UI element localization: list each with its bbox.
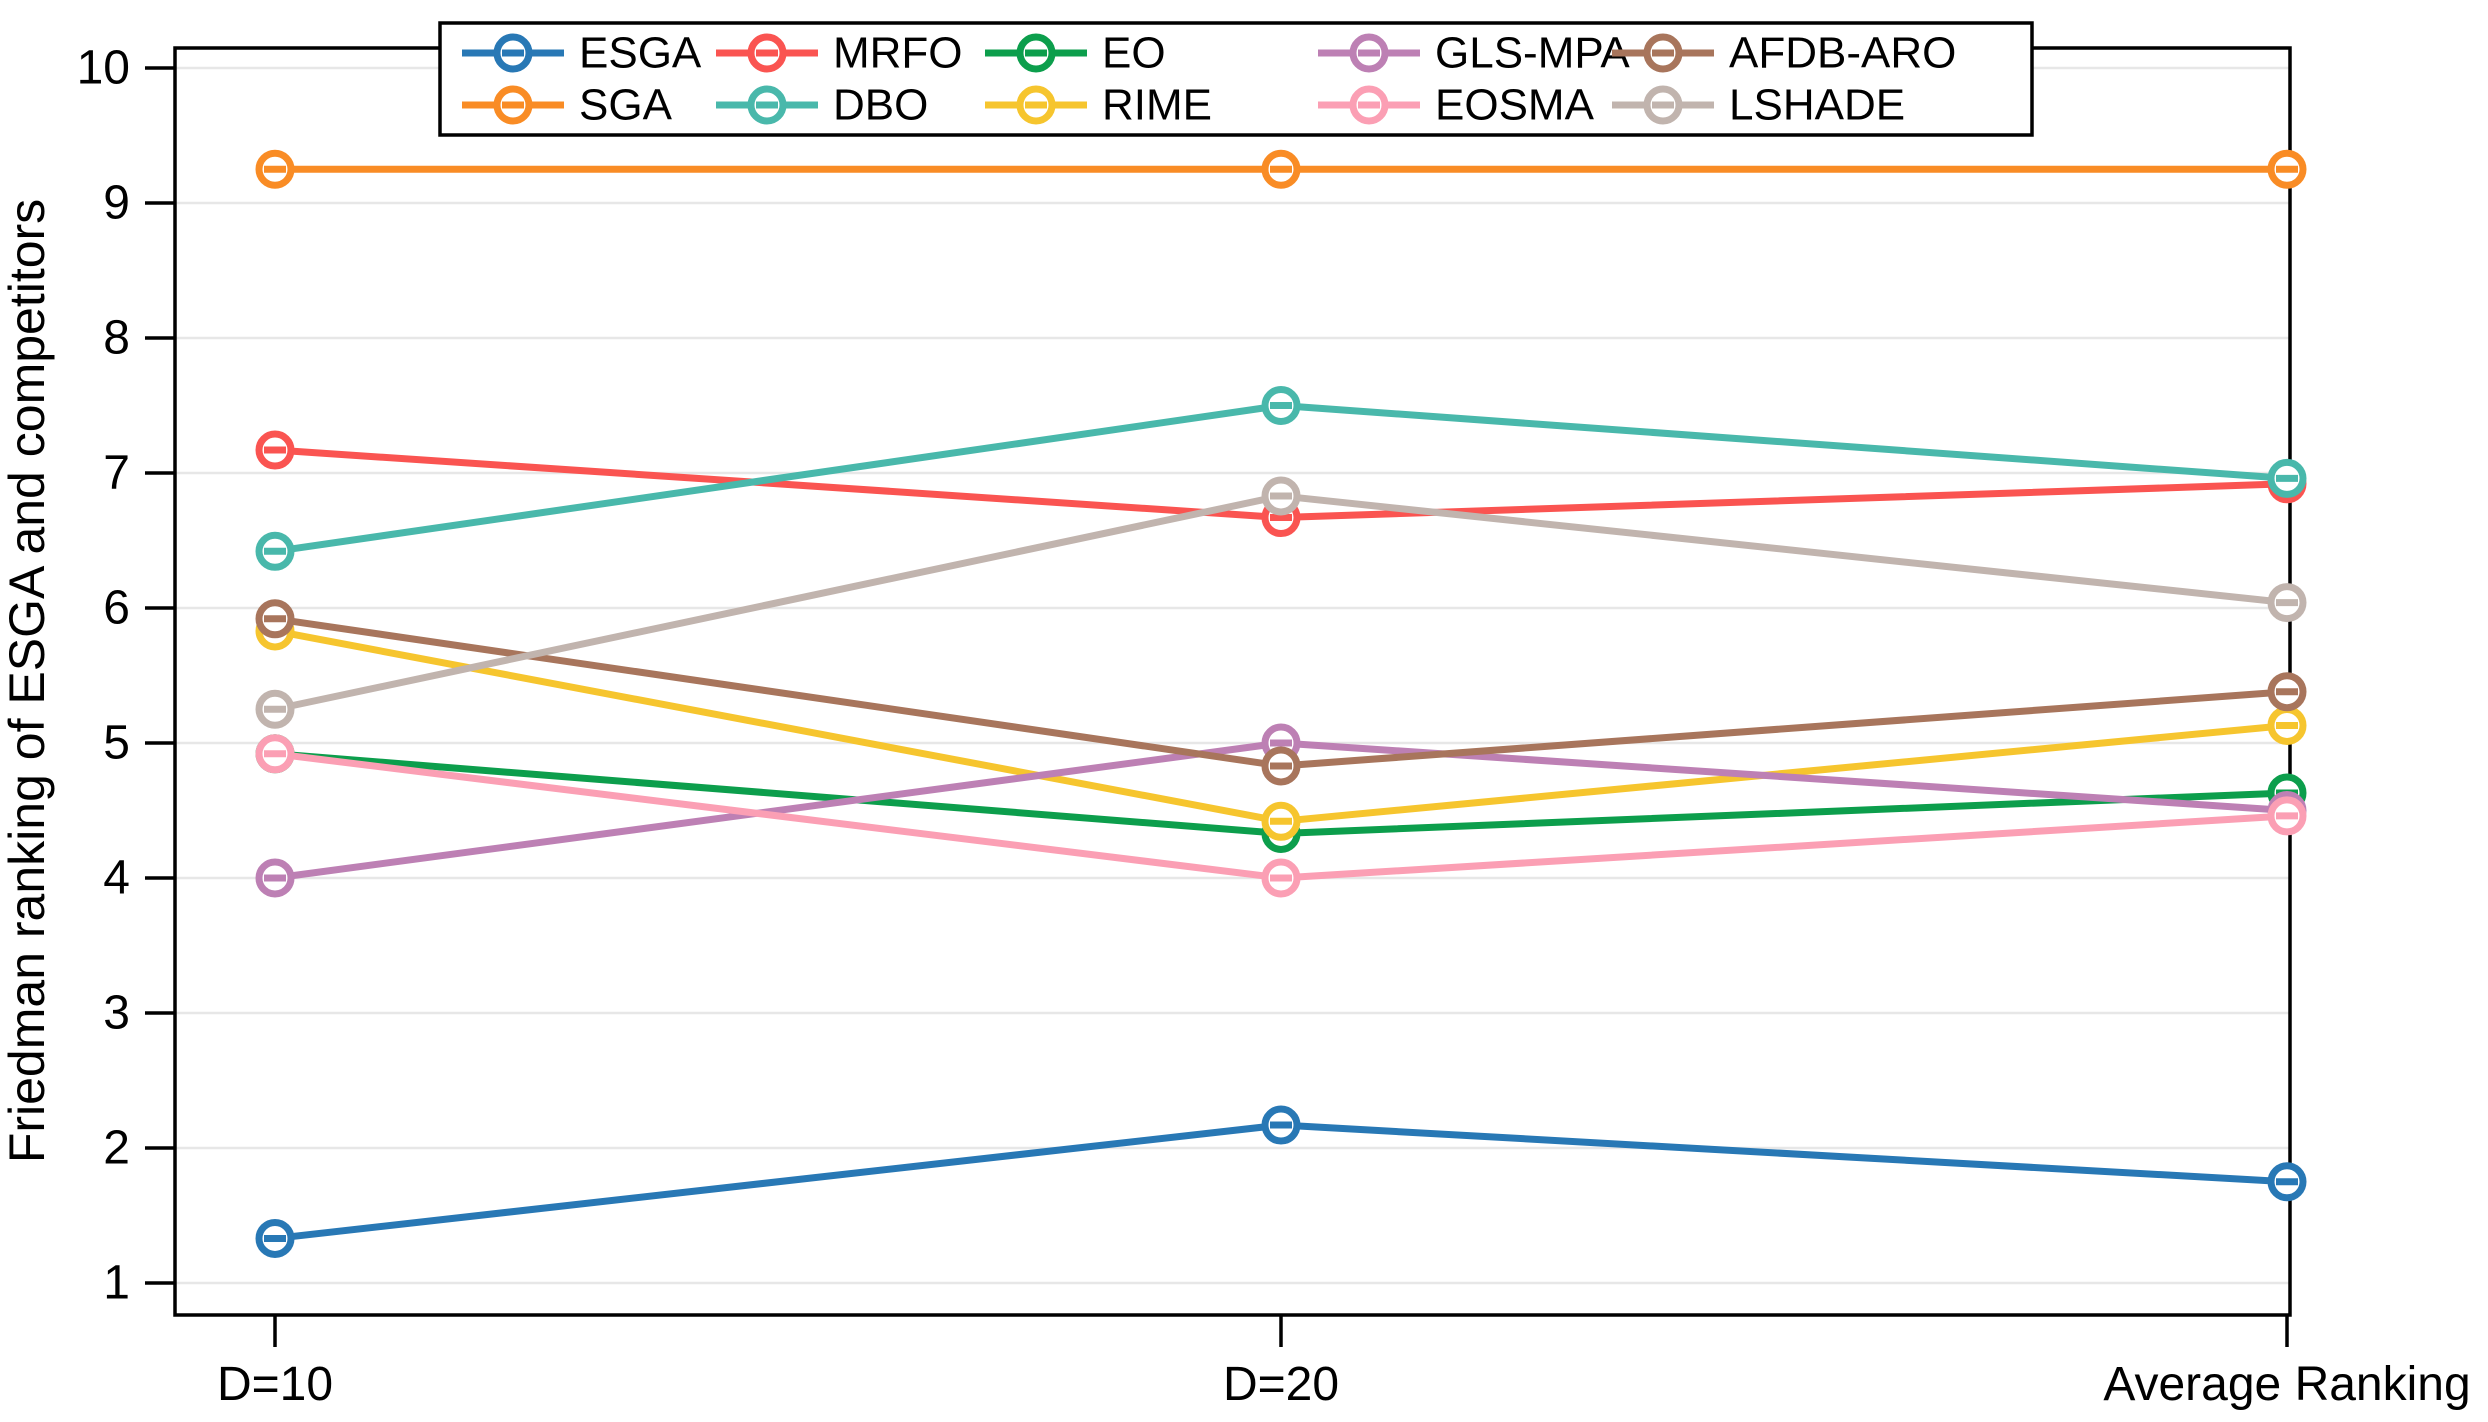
axis-frame [173,46,2292,1317]
y-tick-label: 1 [103,1257,130,1310]
legend-entry-lshade: LSHADE [1612,81,1905,130]
series-lshade [255,476,2307,729]
legend-entry-gls-mpa: GLS-MPA [1318,29,1630,78]
legend-label: GLS-MPA [1435,29,1630,78]
y-tick-label: 8 [103,312,130,365]
legend-label: EOSMA [1435,81,1595,130]
x-tick-label: D=10 [217,1358,333,1411]
legend-label: LSHADE [1729,81,1905,130]
y-tick-label: 5 [103,717,130,770]
legend-entry-sga: SGA [462,81,673,130]
legend-entry-mrfo: MRFO [716,29,963,78]
axis-layer: 1 2 3 4 5 6 7 8 9 10 D=10 D=20 Average Ranking [77,42,2471,1412]
legend-label: SGA [579,81,673,130]
series-layer [255,149,2307,1258]
series-sga [255,149,2307,189]
y-axis-label: Friedman ranking of ESGA and competitors [0,199,55,1163]
legend-entry-eosma: EOSMA [1318,81,1595,130]
y-tick-label: 3 [103,987,130,1040]
y-tick-label: 4 [103,852,130,905]
series-esga [255,1105,2307,1258]
legend-entry-esga: ESGA [462,29,702,78]
series-eosma [255,734,2307,898]
y-tick-label: 2 [103,1122,130,1175]
y-tick-label: 6 [103,582,130,635]
legend-entry-eo: EO [985,29,1166,78]
legend-entry-rime: RIME [985,81,1212,130]
series-dbo [255,386,2307,571]
y-tick-label: 9 [103,177,130,230]
y-tick-label: 7 [103,447,130,500]
x-tick-label: D=20 [1223,1358,1339,1411]
series-afdb-aro [255,599,2307,786]
x-tick-label: Average Ranking [2103,1358,2470,1411]
legend-box [438,21,2034,137]
legend-entry-dbo: DBO [716,81,928,130]
y-tick-label: 10 [77,42,130,95]
legend-label: MRFO [833,29,963,78]
legend-label: EO [1102,29,1166,78]
legend-entry-afdb-aro: AFDB-ARO [1612,29,1956,78]
legend-label: AFDB-ARO [1729,29,1956,78]
legend-label: RIME [1102,81,1212,130]
legend-label: DBO [833,81,928,130]
legend-layer: ESGA MRFO EO GLS-MPA AFDB-ARO SGA DBO RIME EOSMA… [438,21,2034,137]
legend-label: ESGA [579,29,702,78]
